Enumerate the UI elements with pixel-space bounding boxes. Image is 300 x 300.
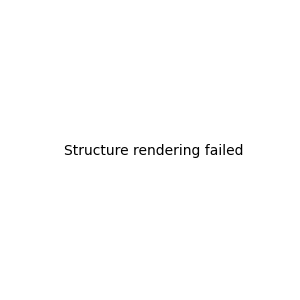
Text: Structure rendering failed: Structure rendering failed (64, 145, 244, 158)
